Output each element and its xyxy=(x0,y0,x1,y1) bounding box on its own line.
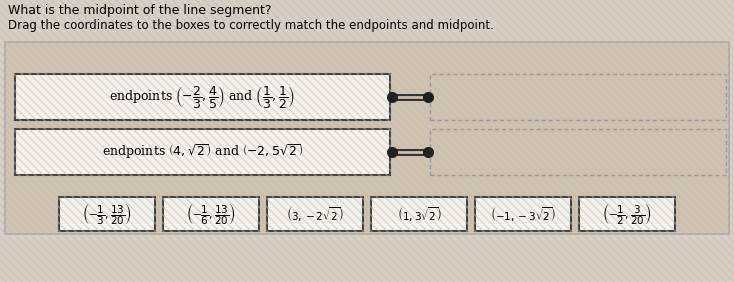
Bar xyxy=(267,197,363,231)
Text: $\left(-\dfrac{1}{3}, \dfrac{13}{20}\right)$: $\left(-\dfrac{1}{3}, \dfrac{13}{20}\rig… xyxy=(82,201,132,227)
Bar xyxy=(15,74,390,120)
Text: $\left(-\dfrac{1}{6}, \dfrac{13}{20}\right)$: $\left(-\dfrac{1}{6}, \dfrac{13}{20}\rig… xyxy=(186,201,236,227)
FancyBboxPatch shape xyxy=(5,42,729,234)
Bar xyxy=(15,129,390,175)
Text: $\left(-1, -3\sqrt{2}\right)$: $\left(-1, -3\sqrt{2}\right)$ xyxy=(490,205,556,223)
Bar xyxy=(371,197,467,231)
Bar xyxy=(430,129,726,175)
Text: $\left(3, -2\sqrt{2}\right)$: $\left(3, -2\sqrt{2}\right)$ xyxy=(286,205,344,223)
Text: endpoints $\left(-\dfrac{2}{3}, \dfrac{4}{5}\right)$ and $\left(\dfrac{1}{3}, \d: endpoints $\left(-\dfrac{2}{3}, \dfrac{4… xyxy=(109,84,296,110)
Text: endpoints $\left(4, \sqrt{2}\right)$ and $\left(-2, 5\sqrt{2}\right)$: endpoints $\left(4, \sqrt{2}\right)$ and… xyxy=(102,143,303,161)
Bar xyxy=(430,74,726,120)
Text: Drag the coordinates to the boxes to correctly match the endpoints and midpoint.: Drag the coordinates to the boxes to cor… xyxy=(8,19,494,32)
Text: $\left(1, 3\sqrt{2}\right)$: $\left(1, 3\sqrt{2}\right)$ xyxy=(396,205,441,223)
Bar xyxy=(475,197,571,231)
Bar xyxy=(579,197,675,231)
Bar xyxy=(163,197,259,231)
Text: $\left(-\dfrac{1}{2}, \dfrac{3}{20}\right)$: $\left(-\dfrac{1}{2}, \dfrac{3}{20}\righ… xyxy=(602,201,652,227)
Bar xyxy=(59,197,155,231)
Text: What is the midpoint of the line segment?: What is the midpoint of the line segment… xyxy=(8,4,272,17)
